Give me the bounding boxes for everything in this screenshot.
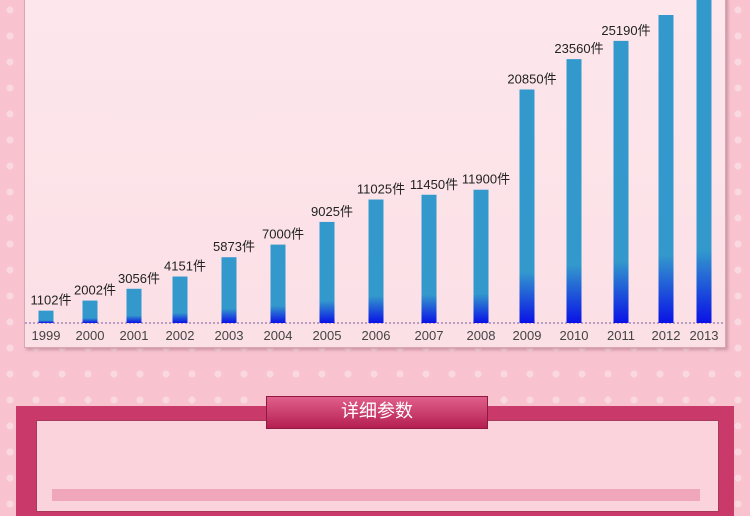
data-label: 9025件 xyxy=(311,204,353,219)
data-label: 5873件 xyxy=(213,239,255,254)
bar-2000 xyxy=(82,300,98,323)
bar-2002 xyxy=(172,276,188,323)
data-label: 2002件 xyxy=(74,283,116,298)
x-tick-label: 2005 xyxy=(313,328,342,343)
bar-2012 xyxy=(658,15,674,323)
x-tick-label: 2010 xyxy=(560,328,589,343)
x-tick-label: 2003 xyxy=(215,328,244,343)
x-tick-label: 2009 xyxy=(513,328,542,343)
data-label: 11450件 xyxy=(410,177,458,192)
x-tick-label: 1999 xyxy=(32,328,61,343)
x-tick-label: 2007 xyxy=(415,328,444,343)
x-tick-label: 2004 xyxy=(264,328,293,343)
data-label: 4151件 xyxy=(164,259,206,274)
x-tick-label: 2008 xyxy=(467,328,496,343)
data-label: 1102件 xyxy=(31,293,72,308)
bar-2009 xyxy=(519,89,535,323)
data-label: 11025件 xyxy=(357,182,405,197)
data-label: 7000件 xyxy=(262,227,304,242)
data-label: 23560件 xyxy=(554,41,603,56)
bar-2013 xyxy=(696,0,712,323)
x-tick-label: 2006 xyxy=(362,328,391,343)
bar-2001 xyxy=(126,288,142,323)
bar-2005 xyxy=(319,221,335,323)
bar-1999 xyxy=(38,310,54,323)
bar-2007 xyxy=(421,194,437,323)
details-title: 详细参数 xyxy=(266,396,488,429)
bar-2010 xyxy=(566,59,582,324)
x-tick-label: 2013 xyxy=(690,328,719,343)
data-label: 20850件 xyxy=(507,71,556,86)
data-label: 25190件 xyxy=(601,23,650,38)
bar-2008 xyxy=(473,189,489,323)
bar-2006 xyxy=(368,199,384,323)
x-tick-label: 2011 xyxy=(607,328,635,343)
details-row xyxy=(52,489,700,501)
data-label: 3056件 xyxy=(118,271,160,286)
bar-2004 xyxy=(270,244,286,323)
chart-panel: 1102件 2002件 3056件 4151件 5873件 7000件 9025件 11025… xyxy=(24,0,726,348)
x-tick-label: 2001 xyxy=(120,328,149,343)
bar-2011 xyxy=(613,40,629,323)
data-label: 11900件 xyxy=(462,172,510,187)
x-tick-label: 2012 xyxy=(652,328,681,343)
x-tick-label: 2000 xyxy=(76,328,105,343)
bar-2003 xyxy=(221,257,237,323)
x-tick-label: 2002 xyxy=(166,328,195,343)
